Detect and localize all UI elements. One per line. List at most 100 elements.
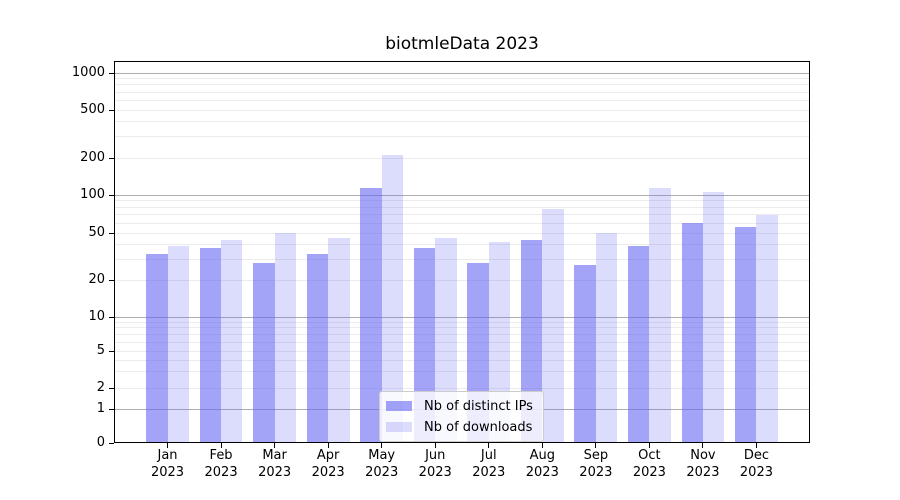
chart-title: biotmleData 2023	[385, 34, 539, 54]
bar-nb-of-downloads-aug-2023	[542, 208, 564, 443]
x-tick-label-mar-2023: Mar 2023	[258, 448, 292, 480]
bar-nb-of-downloads-apr-2023	[328, 238, 350, 443]
x-tick-label-nov-2023: Nov 2023	[686, 448, 720, 480]
y-tick-mark-1	[109, 408, 114, 410]
x-tick-label-aug-2023: Aug 2023	[525, 448, 559, 480]
bar-nb-of-downloads-oct-2023	[649, 187, 671, 443]
gridline-minor	[115, 333, 809, 335]
y-tick-label-5: 5	[96, 343, 105, 358]
x-tick-label-sep-2023: Sep 2023	[579, 448, 613, 480]
gridline-major	[115, 316, 809, 318]
bar-nb-of-distinct-ips-oct-2023	[627, 245, 650, 443]
x-tick-label-feb-2023: Feb 2023	[204, 448, 238, 480]
bar-nb-of-distinct-ips-nov-2023	[681, 223, 703, 443]
bar-nb-of-distinct-ips-may-2023	[360, 187, 382, 443]
gridline-minor	[115, 99, 809, 101]
x-tick-mark-apr-2023	[327, 443, 329, 448]
gridline-minor	[115, 387, 809, 389]
gridline-major	[115, 194, 809, 196]
legend-swatch-distinct-ips	[386, 401, 412, 411]
gridline-minor	[115, 258, 809, 260]
gridline-minor	[115, 222, 809, 224]
x-tick-mark-jul-2023	[488, 443, 490, 448]
y-tick-mark-0	[109, 442, 114, 444]
x-tick-mark-dec-2023	[755, 443, 757, 448]
x-tick-mark-mar-2023	[274, 443, 276, 448]
gridline-minor	[115, 84, 809, 86]
x-tick-mark-nov-2023	[702, 443, 704, 448]
legend-item-distinct-ips: Nb of distinct IPs	[386, 398, 533, 414]
x-tick-label-jun-2023: Jun 2023	[418, 448, 452, 480]
x-tick-mark-may-2023	[381, 443, 383, 448]
y-tick-label-2: 2	[96, 380, 105, 395]
y-tick-mark-5	[109, 350, 114, 352]
y-tick-mark-10	[109, 316, 114, 318]
gridline-minor	[115, 136, 809, 138]
gridline-minor	[115, 371, 809, 373]
gridline-minor	[115, 321, 809, 323]
gridline-minor	[115, 327, 809, 329]
x-tick-mark-aug-2023	[541, 443, 543, 448]
legend-label-distinct-ips: Nb of distinct IPs	[424, 398, 533, 414]
bar-nb-of-downloads-nov-2023	[702, 192, 725, 443]
gridline-minor	[115, 91, 809, 93]
y-tick-mark-100	[109, 194, 114, 196]
gridline-minor	[115, 341, 809, 343]
gridline-minor	[115, 359, 809, 361]
y-tick-mark-50	[109, 232, 114, 234]
gridline-minor	[115, 279, 809, 281]
legend-swatch-downloads	[386, 422, 412, 432]
y-tick-label-10: 10	[88, 309, 105, 324]
y-tick-label-100: 100	[80, 187, 105, 202]
gridline-minor	[115, 121, 809, 123]
y-tick-label-200: 200	[80, 150, 105, 165]
bar-nb-of-distinct-ips-mar-2023	[253, 262, 275, 443]
x-tick-mark-sep-2023	[595, 443, 597, 448]
x-tick-label-jan-2023: Jan 2023	[150, 448, 185, 480]
bar-nb-of-downloads-sep-2023	[595, 233, 618, 443]
y-tick-label-1000: 1000	[71, 65, 105, 80]
y-tick-mark-200	[109, 157, 114, 159]
bar-nb-of-distinct-ips-sep-2023	[574, 264, 596, 443]
gridline-minor	[115, 78, 809, 80]
y-tick-label-1: 1	[96, 401, 105, 416]
x-tick-label-apr-2023: Apr 2023	[311, 448, 345, 480]
gridline-minor	[115, 206, 809, 208]
gridline-minor	[115, 243, 809, 245]
y-tick-label-500: 500	[80, 102, 105, 117]
bar-nb-of-downloads-may-2023	[381, 155, 404, 443]
gridline-minor	[115, 232, 809, 234]
y-tick-label-0: 0	[96, 435, 105, 450]
y-tick-mark-2	[109, 387, 114, 389]
x-tick-mark-feb-2023	[220, 443, 222, 448]
gridline-minor	[115, 350, 809, 352]
bar-nb-of-downloads-jan-2023	[167, 245, 189, 443]
x-tick-label-may-2023: May 2023	[365, 448, 399, 480]
x-tick-label-dec-2023: Dec 2023	[739, 448, 773, 480]
bar-nb-of-downloads-mar-2023	[274, 233, 296, 443]
x-tick-label-jul-2023: Jul 2023	[472, 448, 506, 480]
legend-item-downloads: Nb of downloads	[386, 419, 533, 435]
y-tick-label-20: 20	[88, 272, 105, 287]
x-tick-label-oct-2023: Oct 2023	[632, 448, 666, 480]
bar-nb-of-downloads-feb-2023	[221, 239, 243, 443]
y-tick-mark-1000	[109, 72, 114, 74]
gridline-minor	[115, 214, 809, 216]
x-tick-mark-jan-2023	[167, 443, 169, 448]
gridline-major	[115, 72, 809, 74]
y-tick-mark-500	[109, 109, 114, 111]
x-tick-mark-oct-2023	[648, 443, 650, 448]
bar-nb-of-distinct-ips-feb-2023	[199, 248, 222, 443]
y-tick-mark-20	[109, 279, 114, 281]
bar-nb-of-distinct-ips-apr-2023	[306, 254, 329, 443]
gridline-minor	[115, 109, 809, 111]
x-tick-mark-jun-2023	[434, 443, 436, 448]
bar-nb-of-distinct-ips-dec-2023	[735, 226, 757, 443]
bar-nb-of-distinct-ips-jan-2023	[146, 254, 168, 443]
legend-label-downloads: Nb of downloads	[424, 419, 533, 435]
bar-nb-of-downloads-dec-2023	[756, 214, 778, 443]
y-tick-label-50: 50	[88, 225, 105, 240]
gridline-minor	[115, 200, 809, 202]
gridline-minor	[115, 157, 809, 159]
